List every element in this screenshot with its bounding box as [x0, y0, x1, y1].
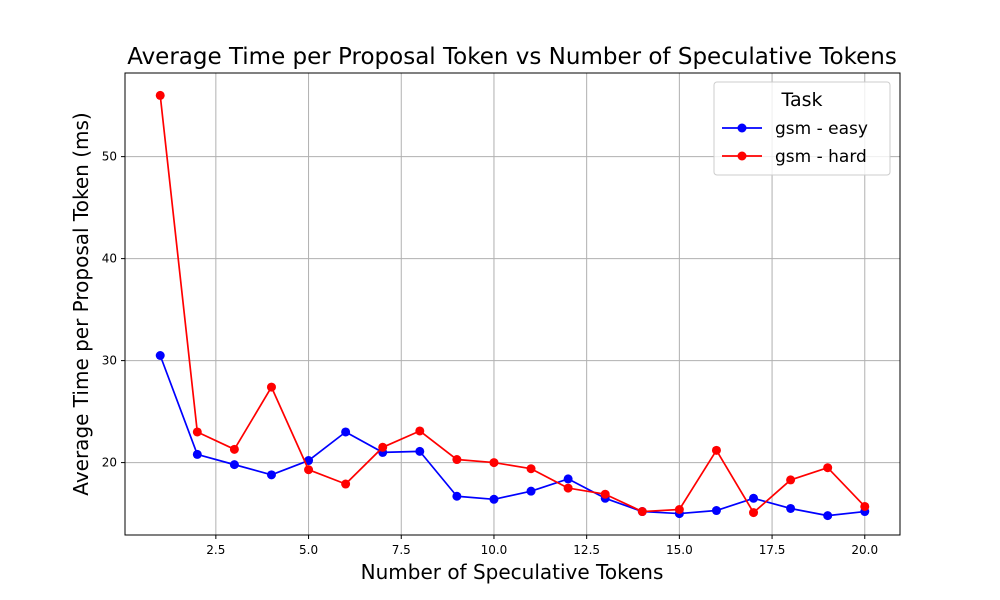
x-tick-label: 20.0 — [851, 543, 878, 557]
legend: Task gsm - easy gsm - hard — [713, 81, 891, 176]
series-line — [159, 95, 866, 514]
data-point — [452, 491, 462, 501]
legend-swatch-marker — [737, 151, 747, 161]
data-point — [192, 449, 202, 459]
data-point — [860, 501, 870, 511]
data-point — [341, 479, 351, 489]
y-tick-label: 30 — [102, 354, 117, 368]
series-line — [159, 355, 865, 517]
data-point — [749, 493, 759, 503]
data-point — [711, 445, 721, 455]
data-point — [526, 464, 536, 474]
legend-item-1: gsm - easy — [722, 119, 868, 139]
data-point — [526, 486, 536, 496]
series-2 — [155, 90, 870, 518]
data-point — [155, 90, 165, 100]
legend-frame — [713, 81, 891, 176]
x-axis-title: Number of Speculative Tokens — [361, 560, 664, 584]
x-tick-label: 10.0 — [481, 543, 508, 557]
legend-item-2: gsm - hard — [722, 147, 867, 167]
data-point — [229, 460, 239, 470]
data-point — [341, 427, 351, 437]
data-point — [600, 489, 610, 499]
data-point — [786, 475, 796, 485]
legend-swatch-marker — [737, 123, 747, 133]
data-point — [304, 465, 314, 475]
legend-title: Task — [780, 89, 822, 111]
data-point — [415, 426, 425, 436]
y-tick-label: 40 — [102, 252, 117, 266]
series-layer — [155, 90, 870, 521]
data-point — [489, 458, 499, 468]
data-point — [637, 507, 647, 517]
legend-items: gsm - easy gsm - hard — [722, 119, 868, 167]
legend-label: gsm - easy — [775, 119, 868, 139]
data-point — [378, 442, 388, 452]
data-point — [155, 351, 165, 361]
data-point — [415, 446, 425, 456]
x-tick-label: 2.5 — [206, 543, 225, 557]
data-point — [674, 505, 684, 515]
data-point — [266, 470, 276, 480]
data-point — [823, 463, 833, 473]
data-point — [266, 382, 276, 392]
x-tick-label: 12.5 — [573, 543, 600, 557]
data-point — [823, 511, 833, 521]
data-point — [229, 444, 239, 454]
y-axis-title: Average Time per Proposal Token (ms) — [69, 112, 93, 495]
data-point — [489, 494, 499, 504]
x-tick-label: 17.5 — [759, 543, 786, 557]
axis-ticks: 2.5 5.0 7.5 10.0 12.5 15.0 17.5 20.0 20 30 40 50 — [102, 150, 878, 557]
data-point — [786, 503, 796, 513]
x-tick-label: 15.0 — [666, 543, 693, 557]
plot-area-frame — [124, 72, 901, 536]
y-tick-label: 20 — [102, 456, 117, 470]
x-tick-label: 5.0 — [299, 543, 318, 557]
y-tick-label: 50 — [102, 150, 117, 164]
legend-label: gsm - hard — [775, 147, 867, 167]
data-point — [563, 483, 573, 493]
data-point — [711, 506, 721, 516]
data-point — [192, 427, 202, 437]
data-point — [749, 508, 759, 518]
x-tick-label: 7.5 — [392, 543, 411, 557]
data-point — [563, 474, 573, 484]
data-point — [452, 455, 462, 465]
chart-title: Average Time per Proposal Token vs Numbe… — [127, 44, 897, 70]
